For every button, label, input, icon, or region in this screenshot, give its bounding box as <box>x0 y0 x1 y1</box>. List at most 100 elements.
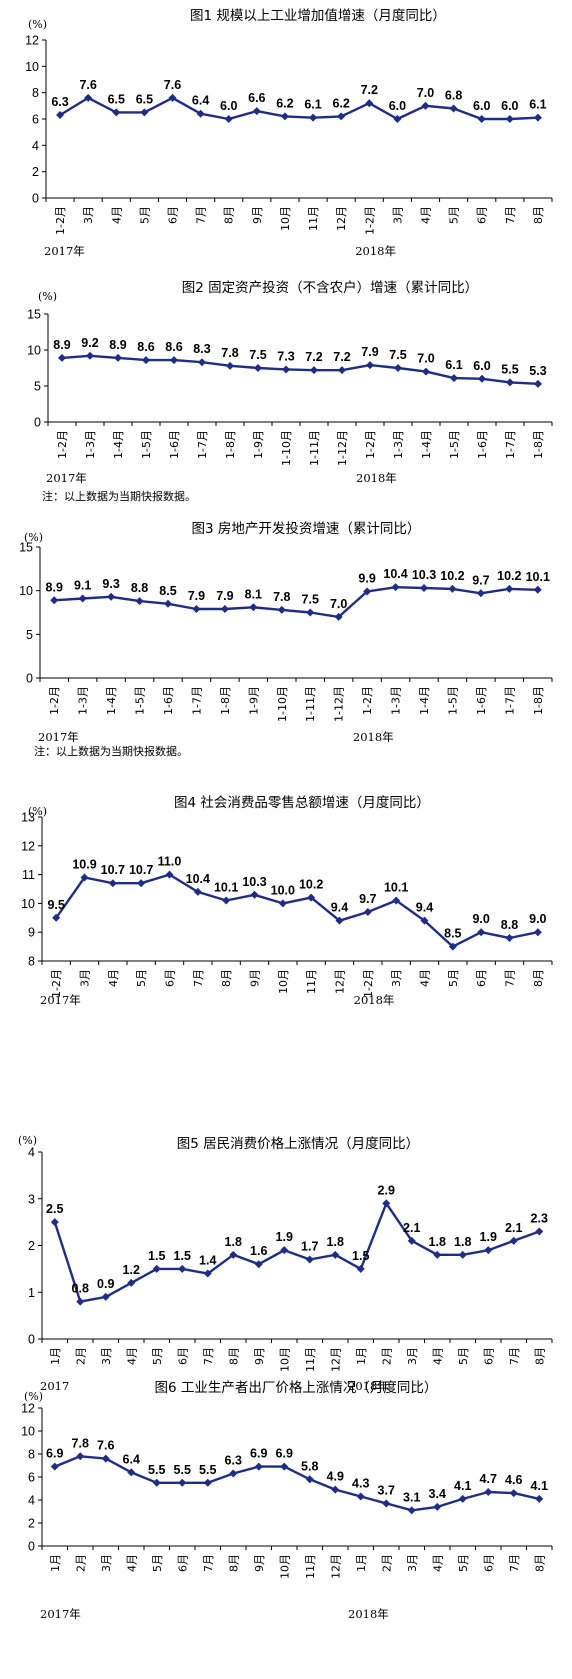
x-tick-label: 12月 <box>329 1554 342 1579</box>
data-point <box>449 104 458 113</box>
y-tick-label: 0 <box>28 1540 35 1554</box>
data-label: 8.6 <box>165 340 182 354</box>
x-tick-label: 1-8月 <box>224 430 237 459</box>
unit-label: (%) <box>38 290 57 303</box>
data-point <box>280 1462 289 1471</box>
x-tick-label: 1-8月 <box>532 686 545 715</box>
data-label: 2.5 <box>46 1202 63 1216</box>
data-label: 4.6 <box>505 1473 522 1487</box>
data-point <box>331 1485 340 1494</box>
data-point <box>382 1499 391 1508</box>
data-point <box>335 916 344 925</box>
data-point <box>448 942 457 951</box>
data-point <box>477 115 486 123</box>
x-tick-label: 12月 <box>334 969 347 994</box>
year-label: 2018年 <box>348 1607 389 1621</box>
data-label: 0.9 <box>97 1277 114 1291</box>
x-tick-label: 1-6月 <box>476 430 489 459</box>
data-point <box>280 1246 289 1255</box>
data-point <box>533 113 542 122</box>
data-label: 10.1 <box>214 881 238 895</box>
x-tick-label: 4月 <box>107 969 120 987</box>
unit-label: (%) <box>28 805 47 818</box>
unit-label: (%) <box>28 18 47 31</box>
x-tick-label: 8月 <box>532 206 545 224</box>
data-label: 9.0 <box>472 912 489 926</box>
data-label: 7.8 <box>221 346 238 360</box>
data-point <box>280 112 289 121</box>
data-point <box>458 1250 467 1259</box>
data-label: 10.4 <box>186 872 210 886</box>
data-label: 6.0 <box>473 359 490 373</box>
x-tick-label: 5月 <box>447 969 460 987</box>
data-point <box>477 928 486 937</box>
chart-title: 图4 社会消费品零售总额增速（月度同比） <box>174 795 430 811</box>
x-tick-label: 1-4月 <box>112 430 125 459</box>
data-point <box>391 583 400 592</box>
year-label: 2017年 <box>40 1607 81 1621</box>
data-point <box>421 101 430 110</box>
data-point <box>140 108 149 117</box>
chart-4-svg: 图4 社会消费品零售总额增速（月度同比） (%) 8 9 10 11 12 13 1-2月 3月 4… <box>21 795 553 1007</box>
x-tick-label: 3月 <box>391 206 404 224</box>
data-point <box>250 890 259 899</box>
data-point <box>193 887 202 896</box>
year-label: 2018年 <box>348 1379 389 1393</box>
data-point <box>535 1494 544 1503</box>
x-tick-label: 6月 <box>167 206 180 224</box>
y-tick-label: 8 <box>28 1448 35 1462</box>
x-tick-label: 1-9月 <box>247 686 260 715</box>
data-label: 1.2 <box>123 1263 140 1277</box>
x-tick-label: 5月 <box>457 1347 470 1365</box>
data-label: 6.8 <box>445 88 462 102</box>
data-point <box>192 605 201 614</box>
data-label: 6.4 <box>192 94 209 108</box>
data-label: 5.5 <box>199 1463 216 1477</box>
x-tick-label: 11月 <box>305 969 318 994</box>
x-tick-label: 6月 <box>475 969 488 987</box>
y-tick-label: 0 <box>34 416 41 430</box>
data-point <box>78 594 87 603</box>
data-label: 6.4 <box>123 1452 140 1466</box>
y-tick-label: 3 <box>28 1192 35 1206</box>
x-tick-label: 2月 <box>74 1554 87 1572</box>
data-point <box>76 1452 85 1461</box>
data-point <box>305 1475 314 1484</box>
data-label: 9.2 <box>81 336 98 350</box>
data-point <box>306 608 315 617</box>
data-label: 6.1 <box>304 98 321 112</box>
series-line <box>54 1455 540 1512</box>
x-tick-label: 8月 <box>220 969 233 987</box>
y-tick-label: 12 <box>21 839 35 853</box>
data-label: 1.5 <box>174 1249 191 1263</box>
data-point <box>366 361 374 370</box>
year-label: 2017年 <box>44 244 85 258</box>
data-point <box>108 879 117 888</box>
x-tick-label: 4月 <box>110 206 123 224</box>
x-tick-label: 1-5月 <box>134 686 147 715</box>
x-tick-label: 7月 <box>202 1347 215 1365</box>
data-label: 7.2 <box>305 350 322 364</box>
data-point <box>203 1478 212 1487</box>
data-label: 4.9 <box>327 1470 344 1484</box>
x-tick-label: 1-3月 <box>84 430 97 459</box>
y-tick-label: 13 <box>21 811 35 825</box>
x-tick-label: 1-7月 <box>503 686 516 715</box>
data-label: 8.6 <box>137 340 154 354</box>
x-tick-label: 5月 <box>138 206 151 224</box>
data-point <box>484 1487 493 1496</box>
data-point <box>58 353 66 362</box>
data-point <box>165 870 174 879</box>
chart-title: 图1 规模以上工业增加值增速（月度同比） <box>190 8 446 24</box>
data-label: 6.2 <box>332 96 349 110</box>
y-tick-label: 8 <box>28 955 35 969</box>
y-tick-label: 10 <box>21 897 35 911</box>
data-label: 8.9 <box>53 338 70 352</box>
data-label: 6.0 <box>220 99 237 113</box>
chart-4-retail-sales: 图4 社会消费品零售总额增速（月度同比） (%) 8 9 10 11 12 13 1-2月 3月 4… <box>0 795 572 1090</box>
data-point <box>252 107 261 116</box>
data-label: 0.8 <box>72 1282 89 1296</box>
x-tick-label: 7月 <box>192 969 205 987</box>
data-point <box>484 1246 493 1255</box>
data-label: 9.4 <box>416 901 433 915</box>
